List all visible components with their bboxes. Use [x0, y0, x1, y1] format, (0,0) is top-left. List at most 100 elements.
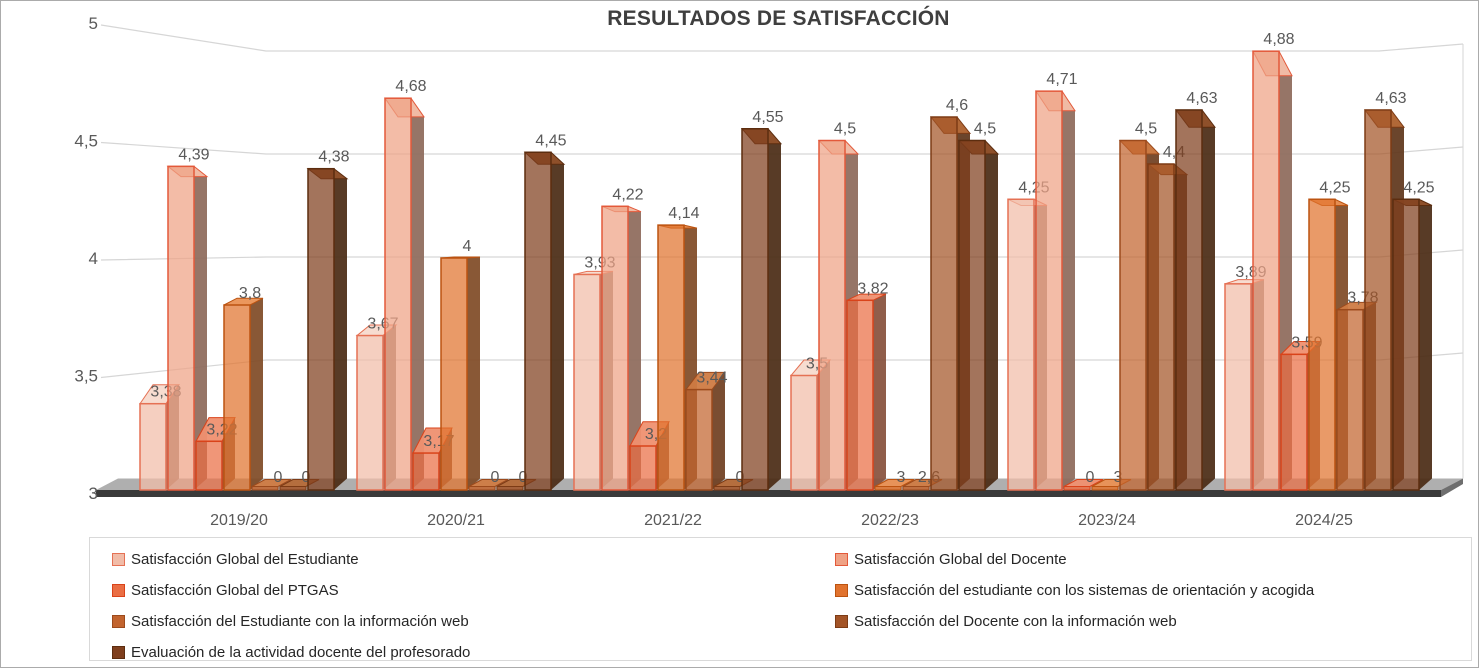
bar-s6-2024-25	[1364, 109, 1392, 491]
legend-label: Evaluación de la actividad docente del p…	[131, 644, 471, 661]
legend-swatch	[835, 584, 848, 597]
data-label: 0	[1086, 469, 1095, 486]
bar-s7-2024-25-side	[1419, 199, 1432, 490]
bar-s4-2021-22	[657, 224, 685, 491]
legend-item-series-7: Evaluación de la actividad docente del p…	[112, 644, 835, 661]
data-label: 4,14	[668, 205, 699, 222]
bar-s6-2019-20	[279, 486, 307, 491]
bar-s5-2019-20	[251, 486, 279, 491]
y-axis-tick-label: 3,5	[74, 367, 98, 386]
bar-s7-2023-24-side	[1202, 109, 1215, 490]
bar-s1-2023-24	[1007, 198, 1035, 491]
y-axis-tick-label: 4,5	[74, 132, 98, 151]
legend-item-series-6: Satisfacción del Docente con la informac…	[835, 613, 1471, 630]
data-label: 4,55	[752, 109, 783, 126]
x-axis-category-label: 2020/21	[427, 512, 485, 529]
data-label: 4,25	[1403, 179, 1434, 196]
bar-s1-2022-23	[790, 374, 818, 491]
legend-swatch	[112, 553, 125, 566]
bar-chart-plot: 54,543,533,384,393,223,80 04,382019/203,6…	[74, 14, 1464, 529]
bar-s7-2024-25	[1392, 198, 1420, 491]
bar-s2-2023-24	[1035, 90, 1063, 491]
legend-label: Satisfacción Global del Estudiante	[131, 551, 359, 568]
data-label: 3,44	[696, 370, 727, 387]
x-axis-category-label: 2022/23	[861, 512, 919, 529]
bar-s2-2023-24-side	[1062, 91, 1075, 491]
x-axis-category-label: 2024/25	[1295, 512, 1353, 529]
data-label: 4,22	[612, 186, 643, 203]
bar-s5-2022-23	[902, 486, 930, 491]
bar-s3-2020-21	[412, 452, 440, 491]
y-axis-tick-label: 4	[89, 249, 98, 268]
bar-s4-2019-20-side	[250, 298, 263, 490]
gridline	[100, 24, 1464, 52]
bar-s6-2021-22	[713, 486, 741, 491]
bar-s2-2020-21	[384, 97, 412, 491]
data-label: 3,8	[239, 285, 261, 302]
bar-s1-2021-22	[573, 273, 601, 491]
legend-swatch	[835, 615, 848, 628]
bar-s3-2022-23	[846, 299, 874, 491]
bar-s4-2019-20	[223, 304, 251, 491]
bar-s3-2023-24	[1063, 486, 1091, 491]
data-label: 0	[736, 469, 745, 486]
bar-s7-2022-23	[958, 139, 986, 491]
chart-legend: Satisfacción Global del Estudiante Satisf…	[89, 537, 1472, 661]
data-label: 4,25	[1319, 179, 1350, 196]
bar-s2-2019-20	[167, 165, 195, 491]
bar-s1-2019-20	[139, 402, 167, 491]
legend-item-series-3: Satisfacción Global del PTGAS	[112, 582, 835, 599]
legend-item-series-2: Satisfacción Global del Docente	[835, 551, 1471, 568]
bar-s1-2024-25	[1224, 283, 1252, 491]
bar-s2-2020-21-side	[411, 98, 424, 490]
legend-label: Satisfacción del Estudiante con la infor…	[131, 613, 469, 630]
bar-s3-2021-22	[629, 445, 657, 491]
data-label: 4,45	[535, 132, 566, 149]
chart-title: RESULTADOS DE SATISFACCIÓN	[607, 7, 950, 30]
x-axis-category-label: 2019/20	[210, 512, 268, 529]
legend-label: Satisfacción Global del PTGAS	[131, 582, 339, 599]
bar-s3-2019-20	[195, 440, 223, 491]
bar-s7-2023-24	[1175, 109, 1203, 491]
bar-s4-2022-23	[874, 486, 902, 491]
y-axis-tick-label: 5	[89, 14, 98, 33]
legend-item-series-1: Satisfacción Global del Estudiante	[112, 551, 835, 568]
bar-s4-2023-24	[1091, 486, 1119, 491]
data-label: 0	[491, 469, 500, 486]
bar-s7-2020-21	[524, 151, 552, 491]
legend-label: Satisfacción del Docente con la informac…	[854, 613, 1177, 630]
bar-s7-2020-21-side	[551, 152, 564, 490]
bar-s5-2020-21	[468, 486, 496, 491]
data-label: 4,5	[1135, 121, 1157, 138]
data-label: 4	[463, 238, 472, 255]
x-axis-category-label: 2021/22	[644, 512, 702, 529]
data-label: 4,68	[395, 78, 426, 95]
legend-item-series-5: Satisfacción del Estudiante con la infor…	[112, 613, 835, 630]
data-label: 4,63	[1375, 90, 1406, 107]
bar-s5-2024-25	[1336, 308, 1364, 491]
bar-s7-2021-22-side	[768, 128, 781, 490]
data-label: 4,63	[1186, 90, 1217, 107]
data-label: 0	[302, 469, 311, 486]
bar-s7-2019-20	[307, 167, 335, 491]
data-label: 3	[897, 469, 906, 486]
bar-s6-2023-24	[1147, 163, 1175, 491]
bar-s7-2021-22	[741, 128, 769, 491]
data-label: 4,71	[1046, 71, 1077, 88]
legend-item-series-4: Satisfacción del estudiante con los sist…	[835, 582, 1471, 599]
legend-label: Satisfacción del estudiante con los sist…	[854, 582, 1315, 599]
bar-s2-2022-23	[818, 139, 846, 491]
bar-s5-2021-22-side	[712, 372, 725, 490]
legend-label: Satisfacción Global del Docente	[854, 551, 1067, 568]
data-label: 3,82	[857, 280, 888, 297]
legend-swatch	[112, 584, 125, 597]
chart-floor-right-edge	[1441, 478, 1463, 497]
bar-s6-2020-21	[496, 486, 524, 491]
data-label: 4,38	[318, 149, 349, 166]
legend-swatch	[112, 615, 125, 628]
bar-s2-2021-22	[601, 205, 629, 491]
bar-s1-2020-21	[356, 334, 384, 491]
x-axis-category-label: 2023/24	[1078, 512, 1136, 529]
data-label: 4,6	[946, 97, 968, 114]
